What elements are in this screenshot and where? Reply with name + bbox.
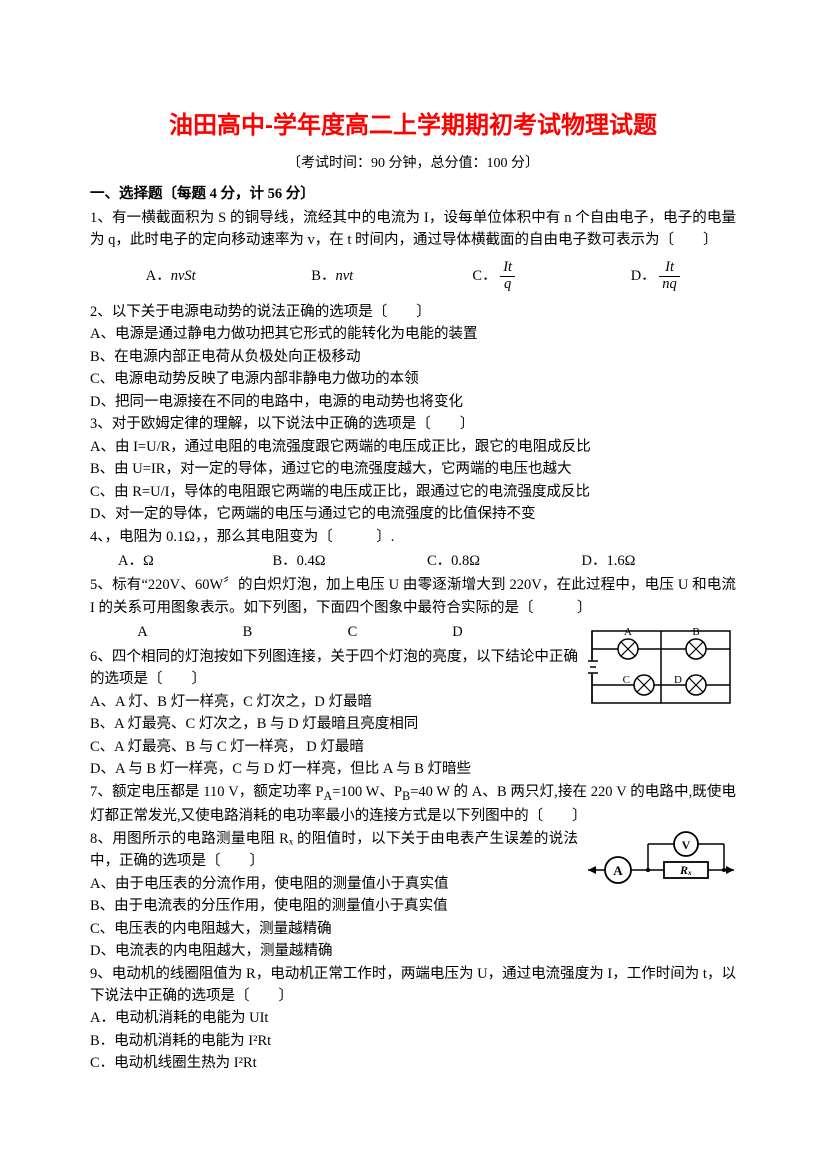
question-7: 7、额定电压都是 110 V，额定功率 PA=100 W、PB=40 W 的 A… [90,781,736,828]
section-1-heading: 一、选择题〔每题 4 分，计 56 分〕 [90,182,736,203]
question-4: 4、，电阻为 0.1Ω，，那么其电阻变为〔 〕. [90,526,736,548]
q5-opt-d: D [405,621,510,643]
svg-text:A: A [624,626,632,638]
svg-text:B: B [692,626,699,638]
q4-opt-a: A．Ω [90,550,273,572]
q3-opt-b: B、由 U=IR，对一定的导体，通过它的电流强度越大，它两端的电压也越大 [90,458,736,480]
q1-opt-c: C． Itq [413,260,575,293]
q4-opt-c: C．0.8Ω [427,550,582,572]
question-5-options: A B C D [90,621,510,643]
svg-text:V: V [682,838,691,852]
q2-opt-d: D、把同一电源接在不同的电路中，电源的电动势也将变化 [90,391,736,413]
q3-opt-c: C、由 R=U/I，导体的电阻跟它两端的电压成正比，跟通过它的电流强度成反比 [90,481,736,503]
q2-opt-b: B、在电源内部正电荷从负极处向正极移动 [90,346,736,368]
sub-b: B [402,789,410,803]
q4-opt-b: B．0.4Ω [273,550,428,572]
question-5: 5、标有“220V、60W〞的白炽灯泡，加上电压 U 由零逐渐增大到 220V，… [90,574,736,619]
q3-opt-a: A、由 I=U/R，通过电阻的电流强度跟它两端的电压成正比，跟它的电阻成反比 [90,436,736,458]
svg-text:A: A [613,863,623,878]
question-4-options: A．Ω B．0.4Ω C．0.8Ω D．1.6Ω [90,550,736,572]
q1-opt-b: B．nvt [252,265,414,287]
svg-text:D: D [674,674,682,686]
question-1: 1、有一横截面积为 S 的铜导线，流经其中的电流为 I，设每单位体积中有 n 个… [90,207,736,252]
q5-opt-c: C [300,621,405,643]
q9-opt-a: A．电动机消耗的电能为 UIt [90,1007,736,1029]
q6-opt-b: B、A 灯最亮、C 灯次之，B 与 D 灯最暗且亮度相同 [90,713,736,735]
q5-opt-a: A [90,621,195,643]
q1-opt-d: D． Itnq [575,260,737,293]
page: 油田高中-学年度高二上学期期初考试物理试题 〔考试时间：90 分钟，总分值：10… [0,0,826,1169]
q2-opt-c: C、电源电动势反映了电源内部非静电力做功的本领 [90,368,736,390]
exam-title: 油田高中-学年度高二上学期期初考试物理试题 [90,105,736,140]
circuit-q6-figure: A B C D [586,623,736,711]
svg-text:C: C [623,674,630,686]
exam-subtitle: 〔考试时间：90 分钟，总分值：100 分〕 [90,152,736,172]
q8-opt-c: C、电压表的内电阻越大，测量越精确 [90,918,736,940]
q1-opt-a: A．nvSt [90,265,252,287]
q5-opt-b: B [195,621,300,643]
question-1-options: A．nvSt B．nvt C． Itq D． Itnq [90,260,736,293]
question-3: 3、对于欧姆定律的理解，以下说法中正确的选项是〔 〕 [90,413,736,435]
q6-opt-c: C、A 灯最亮、B 与 C 灯一样亮， D 灯最暗 [90,736,736,758]
q8-opt-d: D、电流表的内电阻越大，测量越精确 [90,940,736,962]
q4-opt-d: D．1.6Ω [582,550,737,572]
q2-opt-a: A、电源是通过静电力做功把其它形式的能转化为电能的装置 [90,323,736,345]
svg-text:Rₓ: Rₓ [679,863,692,877]
question-9: 9、电动机的线圈阻值为 R，电动机正常工作时，两端电压为 U，通过电流强度为 I… [90,963,736,1008]
q9-opt-c: C．电动机线圈生热为 I²Rt [90,1052,736,1074]
q9-opt-b: B．电动机消耗的电能为 I²Rt [90,1030,736,1052]
question-2: 2、以下关于电源电动势的说法正确的选项是〔 〕 [90,301,736,323]
sub-a: A [324,789,333,803]
circuit-q8-figure: A V Rₓ [586,830,736,900]
q6-opt-d: D、A 与 B 灯一样亮，C 与 D 灯一样亮，但比 A 与 B 灯暗些 [90,758,736,780]
q3-opt-d: D、对一定的导体，它两端的电压与通过它的电流强度的比值保持不变 [90,503,736,525]
